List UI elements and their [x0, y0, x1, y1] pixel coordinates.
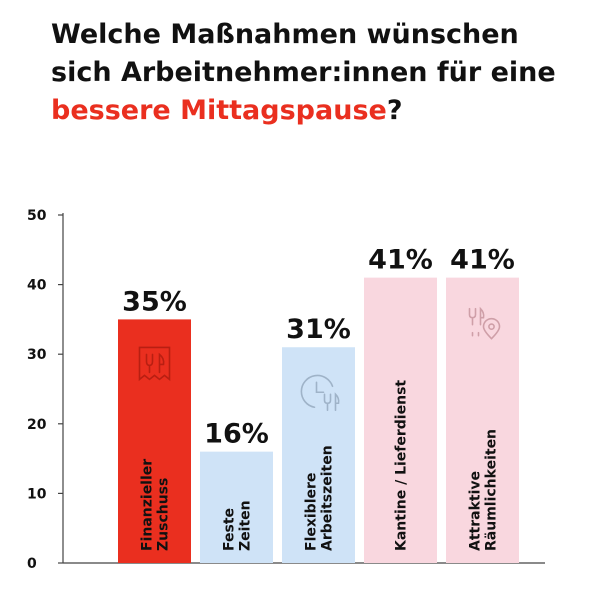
- bar: [200, 451, 273, 563]
- bar-category-label: AttraktiveRäumlichkeiten: [468, 429, 500, 551]
- bar-value-label: 31%: [286, 314, 351, 345]
- title-question-mark: ?: [386, 95, 403, 126]
- bar-category-label: FlexiblereArbeitszeiten: [304, 445, 336, 551]
- bar: [364, 277, 437, 563]
- bar-value-label: 16%: [204, 419, 269, 450]
- bar-group: 35% FinanziellerZuschuss: [118, 286, 191, 563]
- bar-category-label-line: Finanzieller: [140, 459, 156, 551]
- bar-category-label-line: Zeiten: [238, 500, 254, 551]
- title-line-2: sich Arbeitnehmer:innen für eine: [51, 57, 556, 88]
- bar-category-label-line: Feste: [222, 508, 238, 551]
- bar-group: 41% AttraktiveRäumlichkeiten: [446, 245, 519, 563]
- bar-value-label: 41%: [450, 245, 515, 276]
- y-tick-label: 0: [27, 556, 37, 572]
- bar-category-label-line: Flexiblere: [304, 473, 320, 551]
- title-highlight: bessere Mittagspause: [51, 95, 387, 126]
- bar-value-label: 41%: [368, 245, 433, 276]
- bar-layer: 35% FinanziellerZuschuss 16% FesteZeiten 31%…: [118, 245, 519, 563]
- bar-category-label: FinanziellerZuschuss: [140, 459, 172, 551]
- clock-cutlery-icon: [300, 374, 340, 412]
- y-tick-label: 10: [27, 486, 47, 502]
- bar-category-label-line: Arbeitszeiten: [320, 445, 336, 551]
- y-tick-label: 30: [27, 347, 47, 363]
- title-line-1: Welche Maßnahmen wünschen: [51, 19, 519, 50]
- y-tick-label: 50: [27, 208, 47, 224]
- cutlery-location-icon: [468, 306, 501, 340]
- bar-group: 41% Kantine / Lieferdienst: [364, 245, 437, 563]
- receipt-cutlery-icon: [138, 346, 171, 382]
- bar-category-label-line: Räumlichkeiten: [484, 429, 500, 551]
- chart-title: Welche Maßnahmen wünschen sich Arbeitneh…: [51, 16, 571, 130]
- bar: [118, 319, 191, 563]
- bar-category-label-line: Kantine / Lieferdienst: [394, 380, 410, 551]
- bar: [446, 277, 519, 563]
- bar: [282, 347, 355, 563]
- bar-value-label: 35%: [122, 286, 187, 317]
- bar-category-label: Kantine / Lieferdienst: [394, 380, 410, 551]
- bar-group: 31% FlexiblereArbeitszeiten: [282, 314, 355, 563]
- bar-group: 16% FesteZeiten: [200, 419, 273, 563]
- bar-category-label: FesteZeiten: [222, 500, 254, 551]
- title-line-3: bessere Mittagspause?: [51, 92, 571, 130]
- y-tick-label: 20: [27, 417, 47, 433]
- bar-category-label-line: Attraktive: [468, 471, 484, 551]
- y-tick-label: 40: [27, 278, 47, 294]
- bar-category-label-line: Zuschuss: [156, 478, 172, 551]
